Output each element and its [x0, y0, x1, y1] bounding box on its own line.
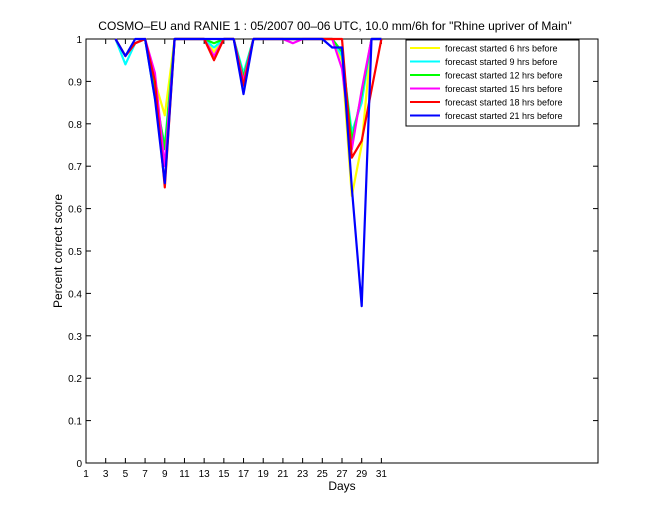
y-tick-label: 0.7	[68, 162, 82, 173]
y-axis-ticks: 0 0.1 0.2 0.3 0.4 0.5 0.6 0.7 0.8 0.9 1	[68, 35, 598, 470]
y-tick-label: 0.8	[68, 120, 82, 131]
x-tick-label: 11	[179, 469, 190, 480]
legend-label: forecast started 12 hrs before	[445, 71, 563, 81]
x-tick-label: 25	[317, 469, 329, 480]
x-tick-label: 19	[258, 469, 270, 480]
legend: forecast started 6 hrs before forecast st…	[405, 39, 580, 127]
legend-label: forecast started 18 hrs before	[445, 98, 563, 108]
y-tick-label: 0.4	[68, 289, 82, 300]
y-tick-label: 0	[76, 459, 82, 470]
y-tick-label: 0.9	[68, 77, 82, 88]
y-tick-label: 0.2	[68, 374, 82, 385]
x-tick-label: 3	[103, 469, 109, 480]
x-tick-label: 31	[376, 469, 388, 480]
x-tick-label: 1	[83, 469, 89, 480]
y-axis-label: Percent correct score	[51, 194, 65, 308]
series-line-6	[114, 37, 382, 308]
legend-box	[405, 39, 580, 127]
y-tick-label: 0.5	[68, 247, 82, 258]
legend-label: forecast started 9 hrs before	[445, 57, 558, 67]
x-tick-label: 21	[277, 469, 289, 480]
y-tick-label: 0.3	[68, 332, 82, 343]
x-tick-label: 15	[218, 469, 230, 480]
x-tick-label: 23	[297, 469, 309, 480]
legend-label: forecast started 21 hrs before	[445, 111, 563, 121]
legend-label: forecast started 6 hrs before	[445, 44, 558, 54]
x-tick-label: 9	[162, 469, 168, 480]
y-tick-label: 1	[76, 35, 82, 46]
y-tick-label: 0.6	[68, 205, 82, 216]
series-lines	[114, 37, 383, 308]
x-tick-label: 27	[336, 469, 348, 480]
x-tick-label: 7	[142, 469, 148, 480]
y-tick-label: 0.1	[68, 417, 82, 428]
x-tick-label: 5	[123, 469, 129, 480]
legend-label: forecast started 15 hrs before	[445, 84, 563, 94]
x-axis-label: Days	[328, 479, 355, 493]
x-tick-label: 17	[238, 469, 250, 480]
x-tick-label: 29	[356, 469, 368, 480]
x-tick-label: 13	[199, 469, 211, 480]
chart-title: COSMO–EU and RANIE 1 : 05/2007 00–06 UTC…	[98, 19, 571, 33]
